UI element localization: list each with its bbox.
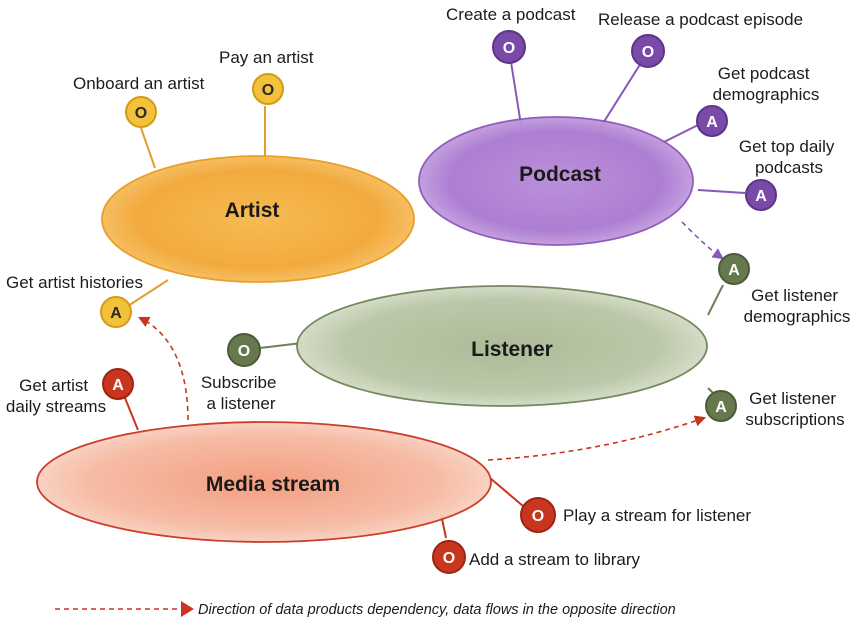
line-create-podcast bbox=[510, 61, 522, 126]
operational-badge-icon: O bbox=[642, 44, 654, 61]
line-release-episode bbox=[599, 62, 642, 129]
product-labels: Onboard an artist Pay an artist Get arti… bbox=[6, 5, 850, 569]
domain-media-stream: Media stream bbox=[36, 421, 492, 543]
operational-badge-icon: O bbox=[262, 82, 274, 99]
label-get-top-daily-podcasts: Get top daily podcasts bbox=[739, 137, 839, 177]
label-onboard-artist: Onboard an artist bbox=[73, 74, 205, 93]
badge-get-top-daily-podcasts[interactable]: A bbox=[745, 179, 777, 211]
line-artist-histories bbox=[127, 279, 169, 307]
dependency-arrow-listener-demographics bbox=[681, 221, 724, 260]
dependency-arrow-listener-subscriptions bbox=[487, 415, 707, 461]
listener-ellipse bbox=[296, 285, 708, 407]
label-play-stream: Play a stream for listener bbox=[563, 506, 751, 525]
badge-play-stream[interactable]: O bbox=[520, 497, 556, 533]
analytical-badge-icon: A bbox=[112, 377, 124, 394]
badge-add-stream-library[interactable]: O bbox=[432, 540, 466, 574]
label-get-podcast-demographics: Get podcast demographics bbox=[713, 64, 820, 104]
analytical-badge-icon: A bbox=[715, 399, 727, 416]
analytical-badge-icon: A bbox=[706, 114, 718, 131]
operational-badge-icon: O bbox=[503, 40, 515, 57]
dependency-arrow-artist-histories bbox=[137, 316, 189, 421]
badge-release-podcast-episode[interactable]: O bbox=[631, 34, 665, 68]
label-create-podcast: Create a podcast bbox=[446, 5, 576, 24]
line-play-stream bbox=[489, 477, 524, 507]
badge-onboard-artist[interactable]: O bbox=[125, 96, 157, 128]
podcast-ellipse bbox=[418, 116, 694, 246]
label-get-artist-daily-streams: Get artist daily streams bbox=[6, 376, 106, 416]
label-get-listener-demographics: Get listener demographics bbox=[744, 286, 850, 326]
badge-get-artist-histories[interactable]: A bbox=[100, 296, 132, 328]
badge-pay-artist[interactable]: O bbox=[252, 73, 284, 105]
badge-get-artist-daily-streams[interactable]: A bbox=[102, 368, 134, 400]
domain-listener: Listener bbox=[296, 285, 708, 407]
line-subscribe-listener bbox=[259, 342, 303, 349]
badges: O O A O O A A A bbox=[100, 30, 777, 574]
domain-artist: Artist bbox=[101, 155, 415, 283]
operational-badge-icon: O bbox=[532, 508, 544, 525]
operational-badge-icon: O bbox=[443, 550, 455, 567]
badge-create-podcast[interactable]: O bbox=[492, 30, 526, 64]
legend-text: Direction of data products dependency, d… bbox=[198, 602, 676, 618]
dependency-arrows bbox=[137, 221, 724, 461]
legend: Direction of data products dependency, d… bbox=[55, 601, 676, 618]
label-release-podcast-episode: Release a podcast episode bbox=[598, 10, 803, 29]
label-get-artist-histories: Get artist histories bbox=[6, 273, 143, 292]
analytical-badge-icon: A bbox=[110, 305, 122, 322]
artist-ellipse bbox=[101, 155, 415, 283]
artist-domain-label: Artist bbox=[225, 199, 280, 222]
label-subscribe-listener: Subscribe a listener bbox=[201, 373, 281, 413]
label-pay-artist: Pay an artist bbox=[219, 48, 314, 67]
label-add-stream-library: Add a stream to library bbox=[469, 550, 641, 569]
line-onboard-artist bbox=[140, 127, 156, 169]
label-get-listener-subscriptions: Get listener subscriptions bbox=[745, 389, 844, 429]
badge-get-listener-demographics[interactable]: A bbox=[718, 253, 750, 285]
analytical-badge-icon: A bbox=[755, 188, 767, 205]
line-artist-daily-streams bbox=[124, 397, 139, 431]
badge-subscribe-listener[interactable]: O bbox=[227, 333, 261, 367]
domain-podcast: Podcast bbox=[418, 116, 694, 246]
listener-domain-label: Listener bbox=[471, 338, 553, 361]
media-stream-ellipse bbox=[36, 421, 492, 543]
line-listener-demographics bbox=[707, 284, 724, 316]
line-top-podcasts bbox=[697, 189, 746, 194]
legend-arrowhead-icon bbox=[181, 601, 194, 617]
badge-get-podcast-demographics[interactable]: A bbox=[696, 105, 728, 137]
analytical-badge-icon: A bbox=[728, 262, 740, 279]
podcast-domain-label: Podcast bbox=[519, 163, 601, 186]
operational-badge-icon: O bbox=[135, 105, 147, 122]
badge-get-listener-subscriptions[interactable]: A bbox=[705, 390, 737, 422]
line-podcast-demographics bbox=[659, 124, 699, 145]
media-stream-domain-label: Media stream bbox=[206, 473, 340, 496]
operational-badge-icon: O bbox=[238, 343, 250, 360]
